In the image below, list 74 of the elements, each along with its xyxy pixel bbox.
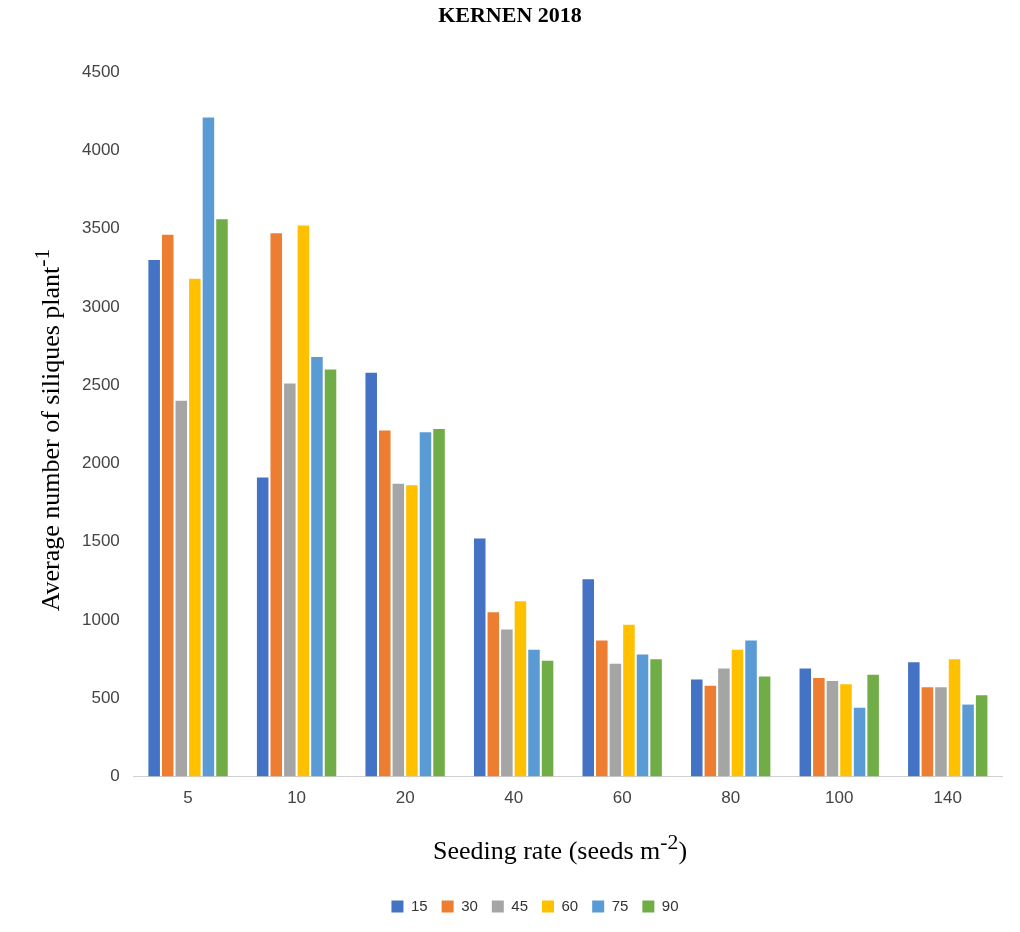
bar [731,649,744,777]
bar [623,624,635,777]
bar [609,663,622,777]
bar [202,117,215,777]
y-tick-label: 4000 [81,139,120,159]
x-tick-label: 20 [395,788,415,808]
bar [704,685,717,777]
y-tick-label: 1000 [81,609,120,629]
y-tick-label: 1500 [81,531,120,551]
legend-label: 75 [611,896,629,914]
x-tick-label: 5 [183,788,193,808]
y-tick-label: 4500 [81,61,120,81]
bar [962,704,974,777]
bar [161,234,174,777]
bar [758,676,771,777]
y-tick-label: 0 [110,766,120,786]
bar [840,684,852,777]
y-tick-label: 2000 [81,453,120,473]
bar [853,707,866,777]
bar [948,659,961,777]
legend-label: 15 [410,896,428,914]
bar [826,681,839,777]
bar [392,483,405,777]
bar [148,259,160,777]
bar [311,356,323,777]
bar [718,668,730,777]
bar [691,679,703,777]
bar [921,687,934,777]
x-tick-label: 60 [612,788,632,808]
bar [473,538,486,777]
legend-label: 60 [561,896,579,914]
bar [867,674,879,777]
x-tick-label: 80 [721,788,741,808]
bar [745,640,757,777]
bar [650,659,662,777]
legend-label: 90 [661,896,679,914]
y-tick-label: 3000 [81,296,120,316]
chart-title: KERNEN 2018 [437,2,583,28]
bar [935,687,947,777]
bar [270,233,283,777]
bar [406,485,418,777]
bar [541,660,554,777]
bar [379,430,391,777]
bar [284,383,296,777]
x-tick-label: 40 [504,788,524,808]
bar [975,695,988,777]
bar [813,677,825,777]
bar [582,579,595,777]
y-tick-label: 2500 [81,374,120,394]
bar [175,400,188,777]
bar [501,629,513,777]
bar [514,601,527,777]
bar [433,429,445,777]
y-tick-label: 3500 [81,218,120,238]
y-tick-label: 500 [91,688,120,707]
bar [596,640,608,777]
bar [908,662,920,777]
legend-label: 30 [461,896,478,914]
bar [324,369,337,777]
bar [216,219,228,777]
bar [419,432,432,777]
bar [189,278,201,777]
bar [636,654,649,777]
bar [799,668,812,777]
x-tick-label: 100 [825,788,854,808]
bar [365,372,377,777]
legend-label: 45 [511,896,528,914]
bar [256,477,269,777]
bar [297,225,310,777]
x-tick-label: 10 [287,788,307,808]
x-tick-label: 140 [933,788,962,808]
bar [487,612,500,777]
bar [528,649,540,777]
x-axis-title: Seeding rate (seeds m$^{-2}$) [431,830,689,866]
